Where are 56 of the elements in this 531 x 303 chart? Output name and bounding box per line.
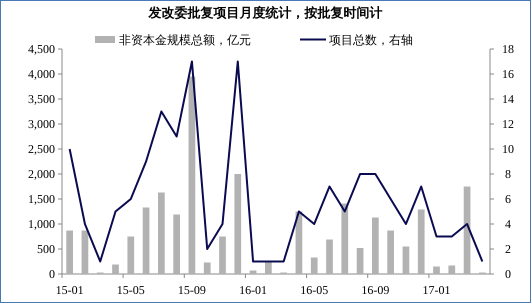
- y2-tick-label: 18: [502, 42, 514, 56]
- y-tick-label: 0: [49, 267, 55, 281]
- x-tick-label: 15-05: [116, 283, 145, 297]
- bar: [250, 270, 256, 274]
- bar: [112, 264, 119, 274]
- line-series: [68, 60, 484, 262]
- y2-tick-label: 16: [502, 67, 514, 81]
- bar: [418, 210, 425, 274]
- y-tick-label: 500: [37, 242, 55, 256]
- bar: [356, 248, 364, 274]
- x-tick-label: 16-05: [300, 283, 328, 297]
- bar: [264, 262, 272, 274]
- y2-tick-label: 14: [502, 92, 514, 106]
- y2-tick-label: 0: [505, 267, 511, 281]
- x-tick-label: 17-01: [422, 283, 450, 297]
- y2-tick-label: 2: [505, 242, 511, 256]
- bar: [387, 230, 394, 274]
- bar: [341, 204, 348, 274]
- y-tick-label: 4,000: [28, 67, 55, 81]
- chart-title: 发改委批复项目月度统计，按批复时间计: [148, 5, 382, 21]
- y2-tick-label: 12: [502, 117, 514, 131]
- y2-tick-label: 4: [505, 217, 511, 231]
- bar: [66, 230, 74, 274]
- y-tick-label: 2,500: [28, 142, 55, 156]
- y-tick-label: 2,000: [28, 167, 55, 181]
- x-tick-label: 15-09: [178, 283, 206, 297]
- bar: [158, 192, 165, 274]
- bar: [448, 266, 456, 274]
- legend-label: 非资本金规模总额，亿元: [119, 33, 251, 47]
- bar: [464, 186, 470, 274]
- bar: [326, 240, 333, 274]
- bar: [142, 208, 150, 274]
- y-tick-label: 1,500: [28, 192, 55, 206]
- bar: [310, 258, 318, 274]
- x-tick-label: 16-01: [239, 283, 268, 297]
- y2-tick-label: 6: [505, 192, 511, 206]
- y-tick-label: 3,000: [28, 117, 55, 131]
- bar: [188, 76, 196, 274]
- bar: [127, 236, 134, 274]
- bar: [296, 212, 302, 274]
- y-tick-label: 3,500: [28, 92, 55, 106]
- bar: [219, 236, 226, 274]
- y-tick-label: 4,500: [28, 42, 55, 56]
- bar: [82, 230, 88, 274]
- x-tick-label: 16-09: [361, 283, 390, 297]
- bar: [234, 174, 242, 274]
- y2-tick-label: 8: [505, 167, 511, 181]
- y2-tick-label: 10: [502, 142, 514, 156]
- legend-label: 项目总数，右轴: [329, 33, 413, 47]
- x-tick-label: 15-01: [56, 283, 84, 297]
- y-tick-label: 1,000: [28, 217, 55, 231]
- bar: [173, 214, 180, 274]
- bar: [402, 246, 410, 274]
- bar: [433, 266, 440, 274]
- bar: [204, 262, 211, 274]
- bar: [372, 218, 379, 274]
